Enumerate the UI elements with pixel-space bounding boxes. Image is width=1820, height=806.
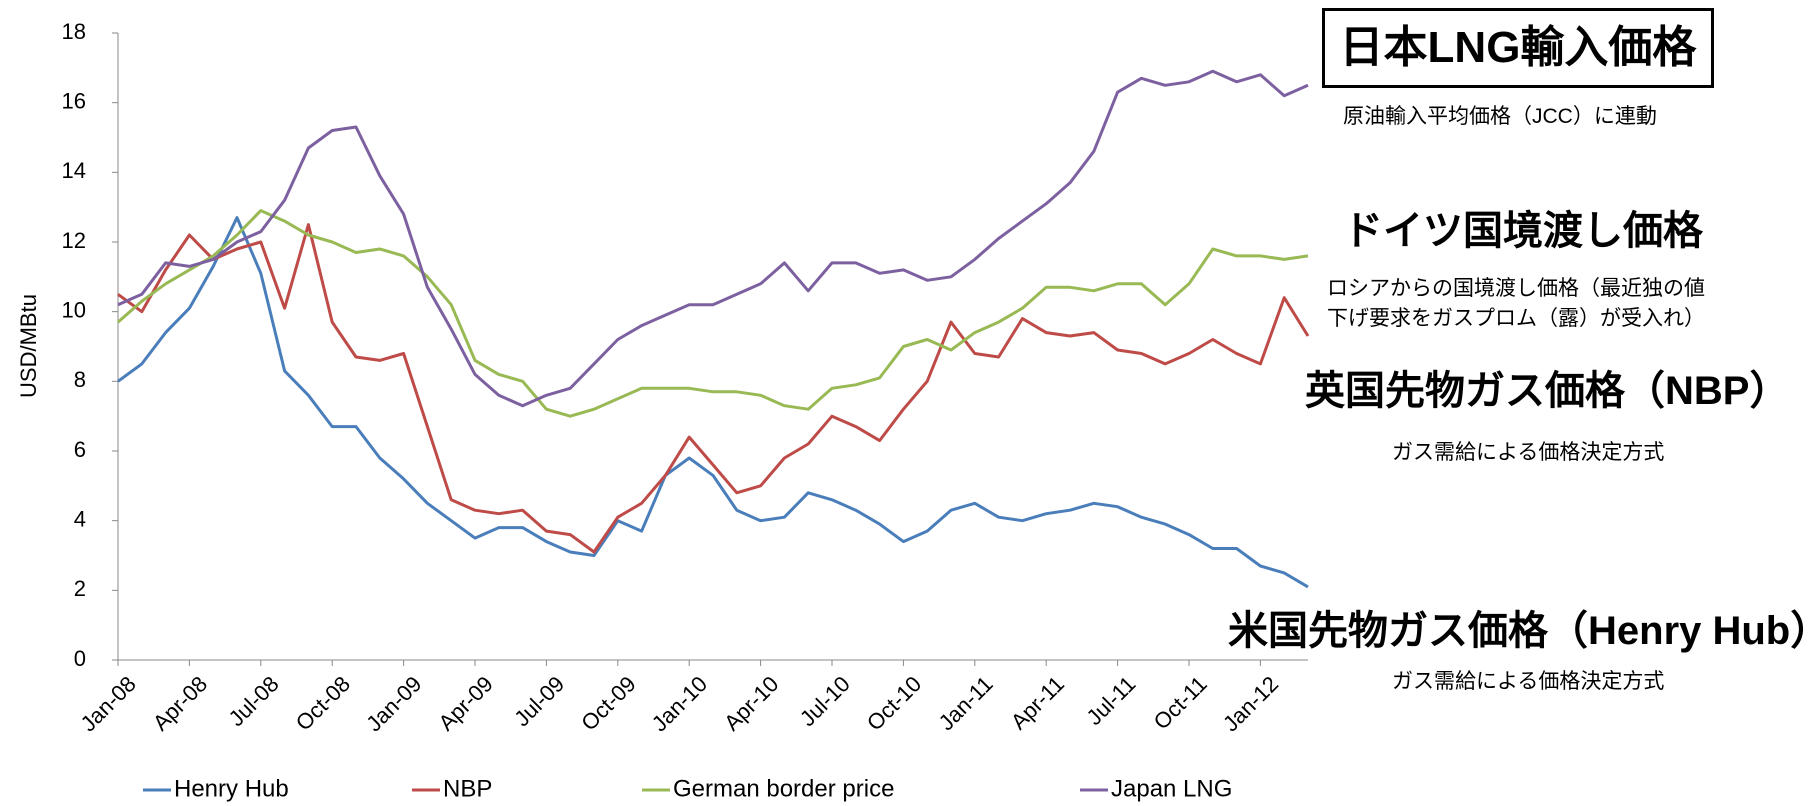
x-tick-label: Oct-10 <box>862 671 926 735</box>
y-tick-label: 6 <box>74 437 86 462</box>
x-tick-label: Jul-11 <box>1082 671 1141 730</box>
y-axis-label: USD/MBtu <box>16 294 41 398</box>
x-tick-label: Jan-10 <box>647 671 712 736</box>
x-tick-label: Jul-10 <box>795 671 855 731</box>
y-tick-label: 2 <box>74 576 86 601</box>
x-tick-label: Oct-08 <box>291 671 355 735</box>
x-tick-label: Apr-09 <box>433 671 497 735</box>
annotation: ガス需給による価格決定方式 <box>1392 670 1665 693</box>
series-line <box>117 223 1310 554</box>
y-tick-label: 18 <box>62 19 86 44</box>
annotation: 下げ要求をガスプロム（露）が受入れ） <box>1327 307 1705 330</box>
x-tick-label: Jul-09 <box>509 671 569 731</box>
x-tick-label: Jan-11 <box>934 671 998 735</box>
y-tick-label: 4 <box>74 506 86 531</box>
x-tick-label: Apr-11 <box>1006 671 1069 734</box>
series-line <box>117 69 1309 408</box>
legend-label: Henry Hub <box>174 775 289 802</box>
y-tick-label: 12 <box>62 228 86 253</box>
annotation: ガス需給による価格決定方式 <box>1392 441 1665 464</box>
y-tick-label: 8 <box>74 367 86 392</box>
x-tick-label: Apr-08 <box>148 671 212 735</box>
x-tick-label: Jan-12 <box>1218 671 1283 736</box>
annotation: 米国先物ガス価格（Henry Hub） <box>1228 609 1820 653</box>
y-tick-label: 16 <box>62 88 86 113</box>
annotation: 英国先物ガス価格（NBP） <box>1305 369 1790 413</box>
y-tick-label: 14 <box>62 158 86 183</box>
x-tick-label: Oct-09 <box>576 671 640 735</box>
x-tick-label: Apr-10 <box>719 671 783 735</box>
annotation: 日本LNG輸入価格 <box>1322 8 1714 88</box>
series-line <box>117 216 1309 589</box>
x-tick-label: Jul-08 <box>224 671 284 731</box>
annotation: ドイツ国境渡し価格 <box>1343 209 1703 253</box>
legend-label: German border price <box>673 775 894 802</box>
y-tick-label: 10 <box>62 297 86 322</box>
legend-label: Japan LNG <box>1111 775 1232 802</box>
legend-label: NBP <box>443 775 492 802</box>
annotation: 原油輸入平均価格（JCC）に連動 <box>1343 105 1657 128</box>
y-tick-label: 0 <box>74 646 86 671</box>
x-tick-label: Jan-08 <box>76 671 141 736</box>
annotation: ロシアからの国境渡し価格（最近独の値 <box>1327 277 1705 300</box>
x-tick-label: Oct-11 <box>1149 671 1212 734</box>
series-line <box>117 209 1309 418</box>
x-tick-label: Jan-09 <box>361 671 426 736</box>
